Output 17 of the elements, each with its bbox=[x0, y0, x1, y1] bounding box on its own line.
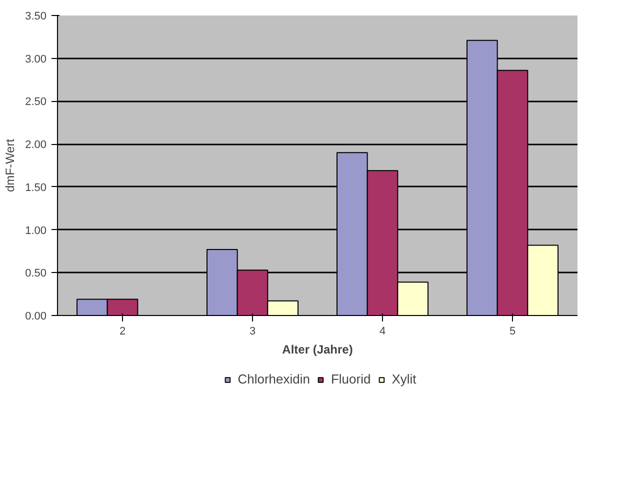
y-tick-label: 2.50 bbox=[25, 96, 47, 108]
x-tick-label: 2 bbox=[119, 326, 126, 338]
y-tick-label: 0.00 bbox=[25, 310, 47, 322]
y-tick-label: 2.00 bbox=[25, 139, 47, 152]
x-axis-title: Alter (Jahre) bbox=[282, 342, 353, 356]
legend-label: Fluorid bbox=[330, 372, 371, 386]
x-tick-label: 4 bbox=[379, 326, 386, 338]
x-tick-label: 3 bbox=[249, 326, 256, 338]
y-tick-label: 3.00 bbox=[25, 53, 47, 66]
legend-label: Chlorhexidin bbox=[238, 372, 310, 386]
y-tick-label: 1.00 bbox=[25, 224, 47, 237]
legend-label: Xylit bbox=[392, 372, 416, 386]
y-tick-label: 0.50 bbox=[25, 268, 47, 280]
y-tick-label: 1.50 bbox=[25, 182, 47, 194]
y-axis-title: dmF-Wert bbox=[3, 138, 18, 192]
y-tick-label: 3.50 bbox=[25, 10, 47, 22]
x-tick-label: 5 bbox=[509, 326, 516, 338]
